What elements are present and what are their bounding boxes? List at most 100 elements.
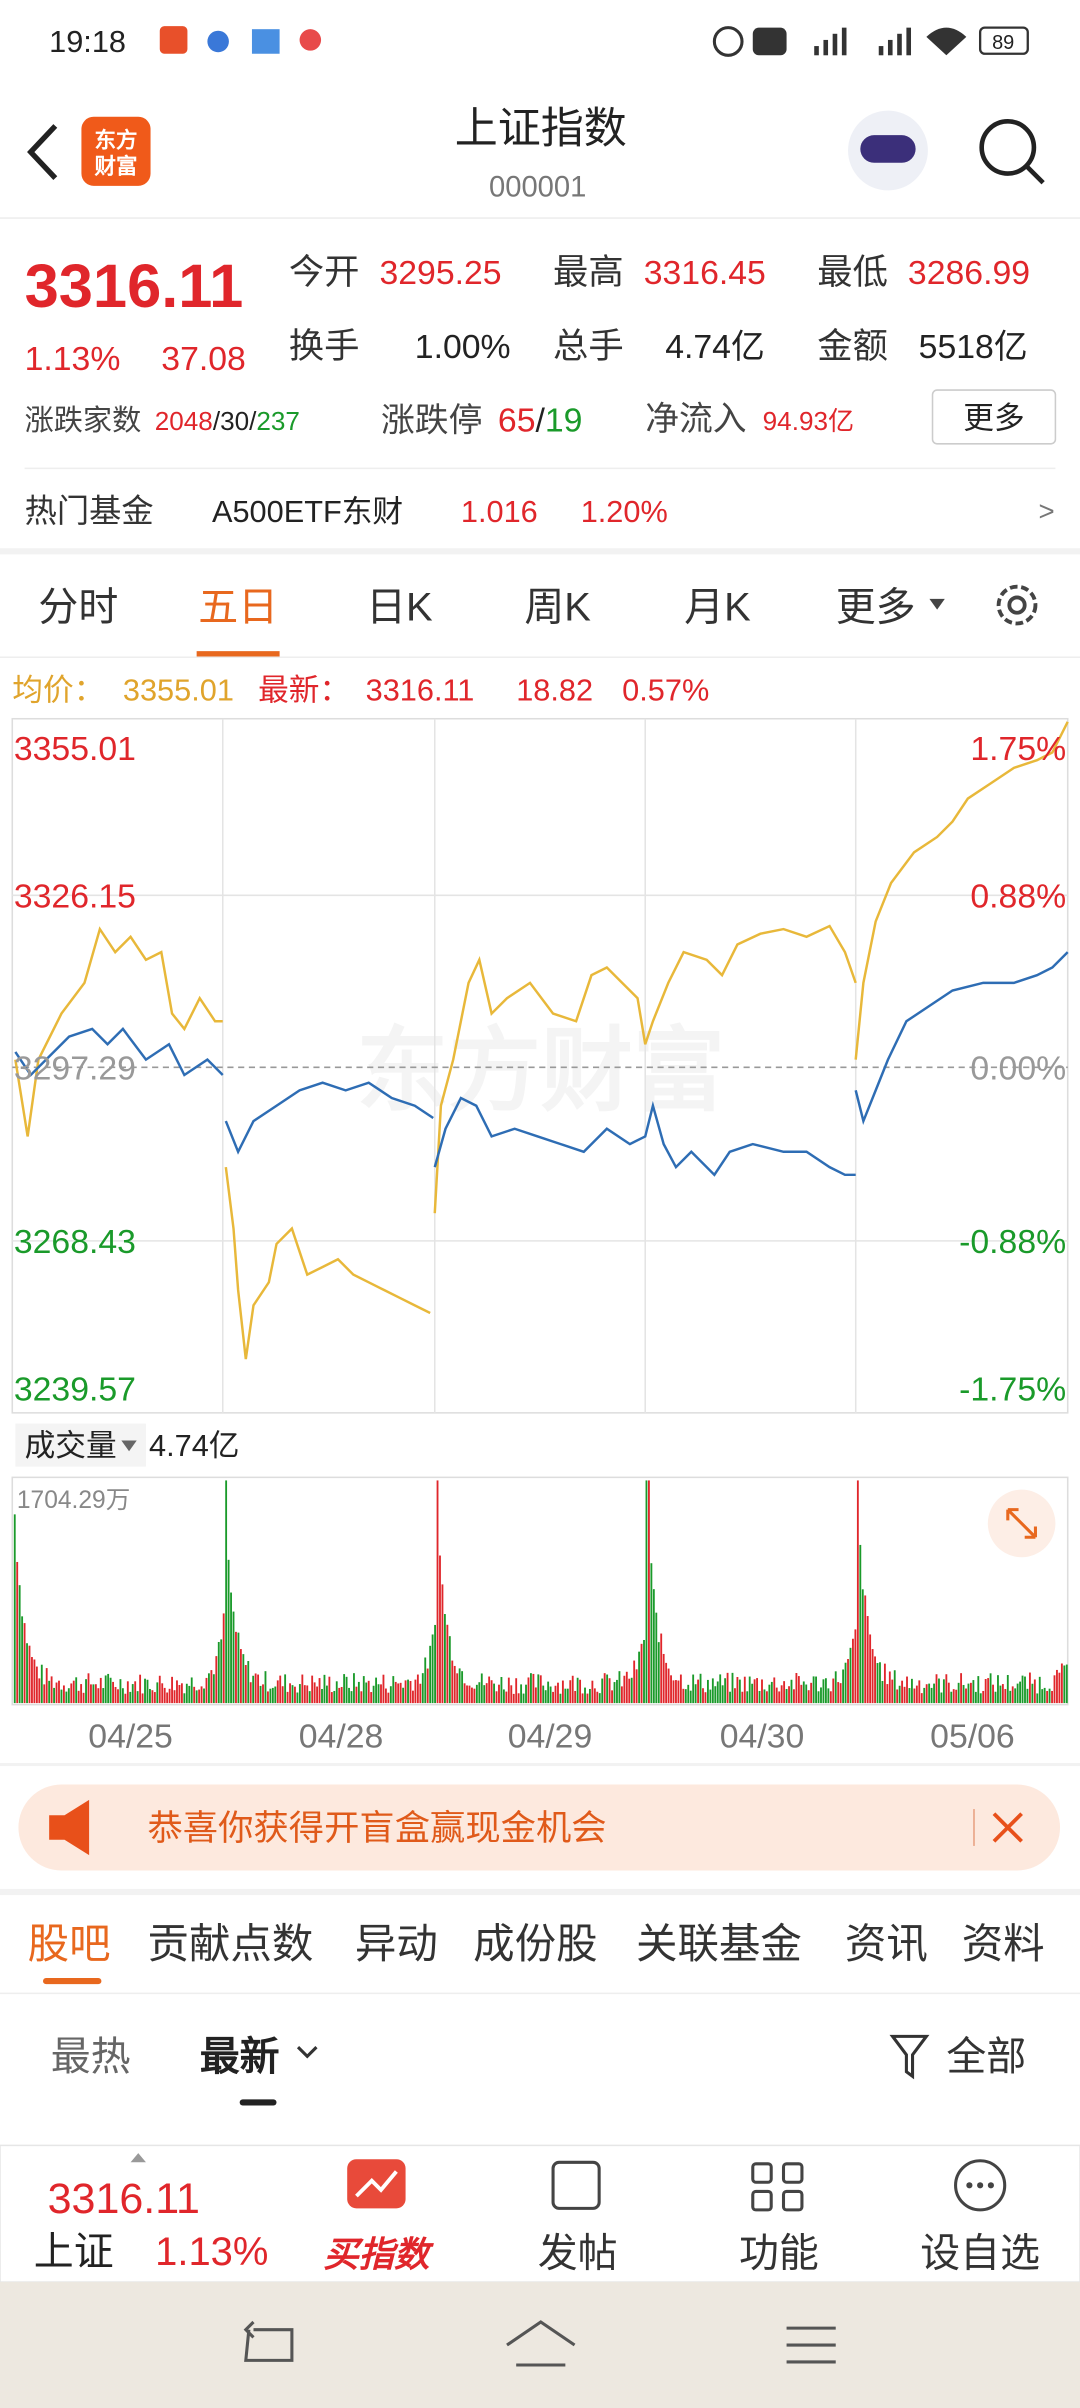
sort-tab[interactable]: 最热: [51, 2035, 131, 2079]
volume-bar: [367, 1680, 370, 1704]
hot-fund-label: 热门基金: [25, 493, 154, 529]
content-tab[interactable]: 关联基金: [636, 1920, 802, 1967]
volume-bar: [392, 1676, 395, 1704]
volume-bar: [85, 1679, 87, 1704]
volume-bar: [31, 1657, 33, 1704]
volume-bar: [493, 1683, 495, 1704]
volume-bar: [237, 1632, 240, 1704]
content-tab[interactable]: 异动: [355, 1920, 438, 1967]
volume-bar: [490, 1680, 493, 1704]
volume-bar: [711, 1678, 714, 1704]
volume-bar: [731, 1672, 734, 1704]
chart-frame: [11, 717, 1069, 1414]
hot-fund-arrow[interactable]: >: [1039, 496, 1055, 527]
volume-selector[interactable]: [15, 1423, 146, 1467]
nav-bar: [0, 2282, 1080, 2408]
search-button[interactable]: [979, 119, 1037, 176]
chart-tab[interactable]: 周K: [524, 585, 591, 629]
volume-bar: [923, 1687, 926, 1704]
volume-bar: [935, 1674, 938, 1704]
volume-bar: [446, 1624, 449, 1704]
volume-bar: [517, 1693, 520, 1704]
volume-bar: [247, 1661, 250, 1704]
x-label: 05/06: [930, 1718, 1015, 1756]
sort-tab[interactable]: 最新: [200, 2035, 280, 2079]
chart-tab[interactable]: 日K: [366, 585, 433, 629]
chart-tab[interactable]: 月K: [684, 585, 751, 629]
volume-bar: [141, 1693, 144, 1704]
volume-bar: [357, 1681, 360, 1704]
volume-bar: [434, 1624, 436, 1704]
volume-bar: [478, 1682, 481, 1704]
content-tab[interactable]: 贡献点数: [147, 1920, 313, 1967]
volume-bar: [559, 1693, 562, 1704]
action-label[interactable]: 发帖: [538, 2232, 618, 2276]
volume-bar: [279, 1675, 282, 1704]
volume-bar: [1046, 1690, 1049, 1704]
content-tabs: 股吧 贡献点数 异动 成份股 关联基金 资讯 资料: [28, 1920, 1045, 1967]
volume-bar: [593, 1688, 596, 1704]
banner[interactable]: [18, 1784, 1061, 1871]
volume-bar: [928, 1683, 931, 1704]
chart-tab[interactable]: 五日: [198, 585, 278, 629]
more-button[interactable]: [931, 389, 1057, 445]
volume-bar: [421, 1673, 424, 1704]
volume-bar: [765, 1691, 768, 1704]
volume-bar: [126, 1681, 129, 1704]
hot-fund-pct: 1.20%: [581, 494, 668, 529]
divider: [0, 548, 1080, 555]
volume-bar: [1014, 1688, 1017, 1704]
volume-bar: [660, 1633, 663, 1704]
price: 3316.11: [25, 252, 244, 321]
back-button[interactable]: [27, 124, 58, 180]
nav-home[interactable]: [506, 2320, 576, 2367]
nav-buttons: [243, 2320, 836, 2367]
volume-bar: [424, 1657, 427, 1704]
volume-bar: [576, 1677, 579, 1704]
settings-button[interactable]: [996, 584, 1038, 626]
volume-bar: [230, 1592, 232, 1704]
action-label[interactable]: 设自选: [920, 2232, 1040, 2276]
content-tab[interactable]: 资讯: [845, 1920, 928, 1967]
filter-label[interactable]: 全部: [946, 2035, 1026, 2079]
chart-tab[interactable]: 分时: [38, 585, 118, 629]
content-tab[interactable]: 股吧: [28, 1920, 111, 1967]
dropdown-arrow: [296, 2046, 318, 2059]
banner-close[interactable]: [992, 1812, 1023, 1843]
volume-bar: [783, 1681, 786, 1704]
action-label[interactable]: 功能: [739, 2232, 819, 2276]
volume-bar: [456, 1673, 459, 1704]
content-tab[interactable]: 资料: [962, 1920, 1045, 1967]
limit-label: 涨跌停: [381, 402, 482, 440]
volume-bar: [876, 1663, 879, 1704]
page-title: 上证指数: [455, 105, 627, 153]
volume-bar: [552, 1691, 554, 1704]
status-time: 19:18: [49, 24, 126, 59]
volume-bar: [195, 1690, 198, 1704]
volume-bar: [620, 1686, 623, 1704]
banner-text: 恭喜你获得开盲盒赢现金机会: [147, 1809, 606, 1848]
actions: 买指数 发帖 功能 设自选: [323, 2232, 1040, 2276]
filter-icon[interactable]: [889, 2034, 930, 2080]
nav-menu[interactable]: [786, 2326, 836, 2364]
net-inflow-value: 94.93亿: [763, 406, 854, 436]
volume-bar: [606, 1674, 609, 1704]
watermark: 东方财富: [356, 1020, 725, 1123]
latest-change: 18.82: [516, 672, 593, 707]
nav-back[interactable]: [243, 2320, 294, 2362]
volume-bar: [50, 1676, 53, 1704]
volume-bar: [58, 1680, 60, 1704]
y2-label: 0.88%: [970, 878, 1066, 916]
hot-fund-name[interactable]: A500ETF东财: [212, 494, 403, 529]
volume-bar: [864, 1595, 867, 1704]
volume-bar: [102, 1688, 105, 1704]
action-label[interactable]: 买指数: [323, 2236, 434, 2275]
volume-bar: [650, 1563, 653, 1704]
volume-bar: [298, 1684, 301, 1704]
volume-bar: [215, 1656, 218, 1704]
chart-tab[interactable]: 更多: [836, 585, 916, 629]
volume-bar: [82, 1692, 85, 1704]
volume-bar: [372, 1685, 375, 1704]
content-tab[interactable]: 成份股: [473, 1920, 597, 1967]
logo-text: 东方: [94, 127, 137, 152]
